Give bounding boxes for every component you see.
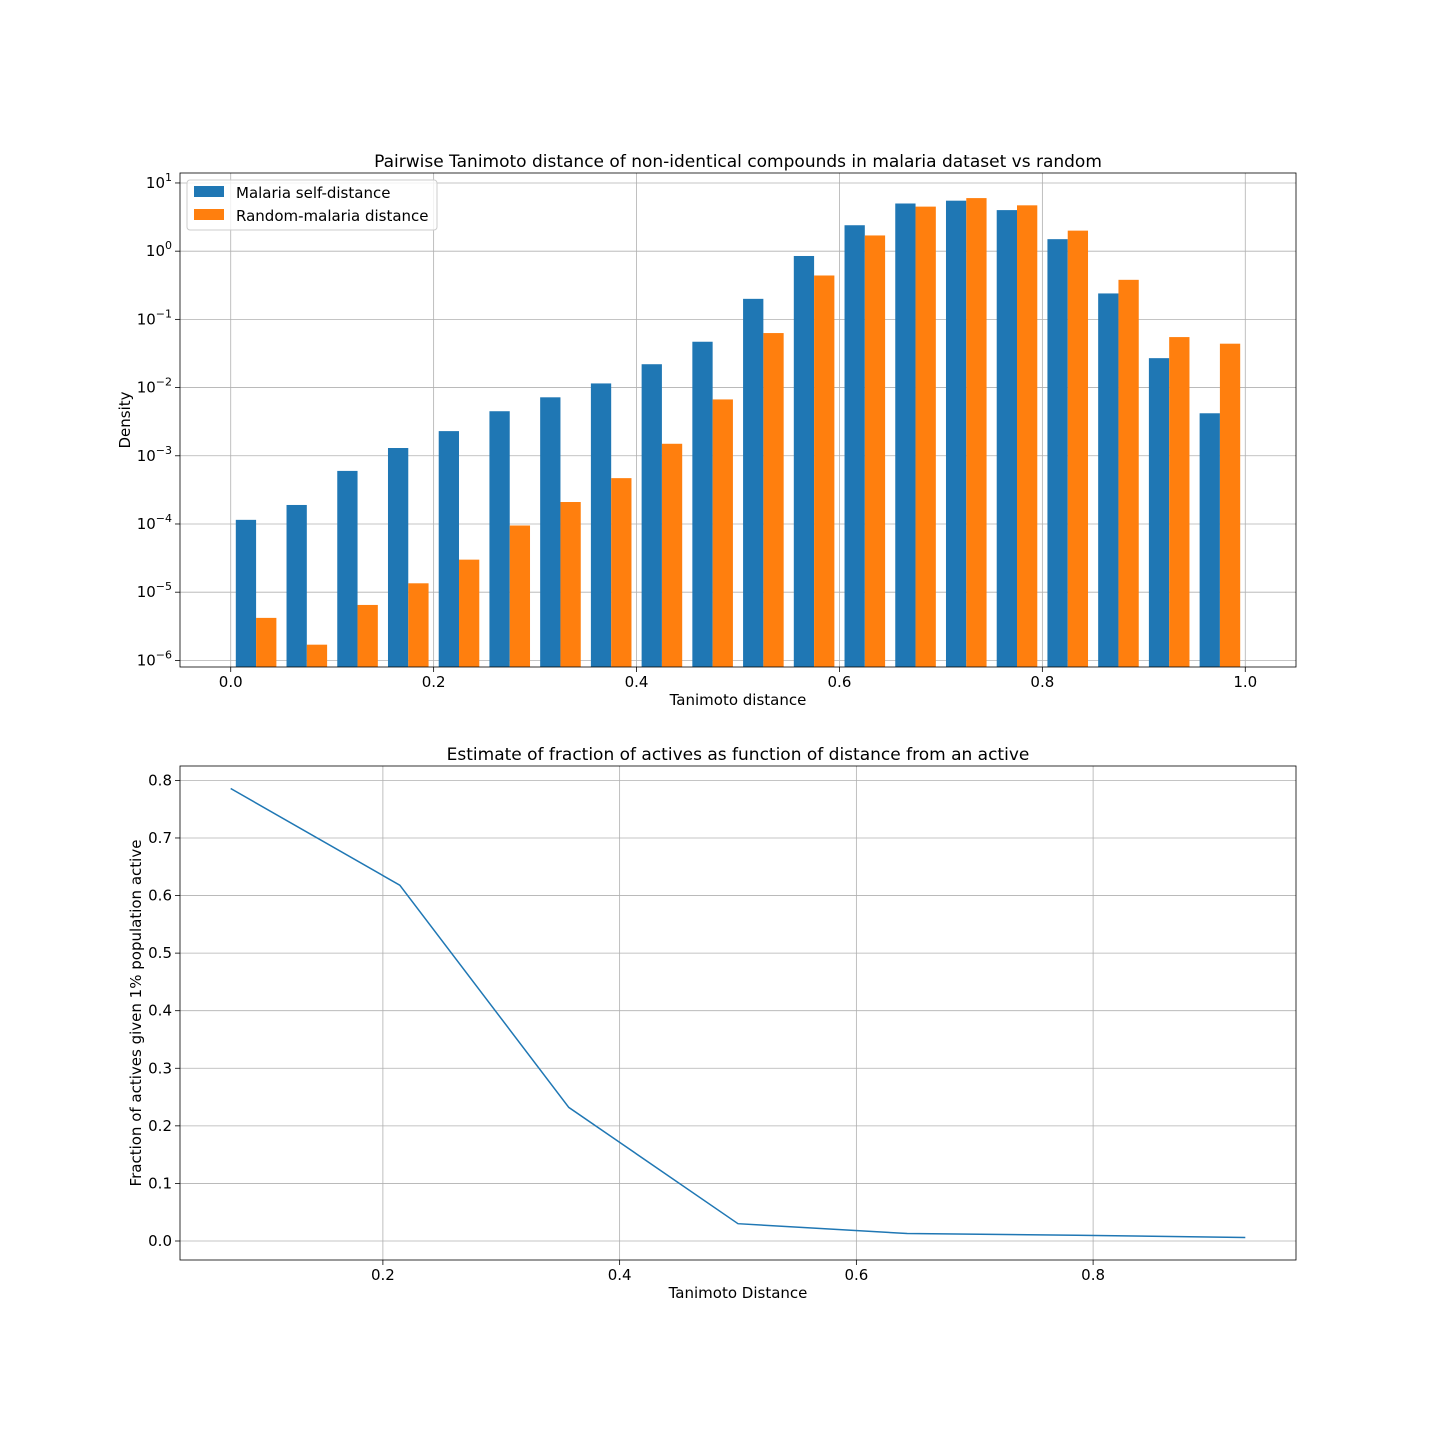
line-chart-title: Estimate of fraction of actives as funct… [447, 745, 1030, 765]
line-y-axis-label: Fraction of actives given 1% population … [127, 840, 145, 1187]
x-tick-label: 0.6 [828, 673, 852, 691]
random-bar [1219, 343, 1241, 667]
random-bar [306, 644, 328, 667]
malaria-bar [489, 411, 510, 667]
histogram-y-ticks: 10−6 10−5 10−4 10−3 10−2 10−1 100 101 [137, 171, 180, 669]
random-bar [763, 333, 784, 667]
histogram-bars [235, 198, 1241, 667]
malaria-bar [1098, 293, 1119, 667]
random-bar [966, 198, 987, 667]
histogram-axes-frame [179, 172, 1297, 668]
fraction-active-line [230, 787, 1246, 1239]
y-tick-label: 0.1 [148, 1174, 172, 1192]
y-tick-label: 0.3 [148, 1059, 172, 1077]
histogram-legend: Malaria self-distance Random-malaria dis… [186, 179, 438, 231]
line-chart: 0.2 0.4 0.6 0.8 0.0 0.1 0.2 0.3 0.4 0.5 0.6 0.7 0.8… [127, 745, 1297, 1302]
legend-label-random: Random-malaria distance [236, 207, 429, 225]
line-grid [180, 766, 1296, 1260]
y-tick-label: 10−1 [137, 307, 172, 328]
legend-swatch-random [194, 209, 224, 220]
random-bar [459, 559, 480, 667]
x-tick-label: 0.4 [625, 673, 649, 691]
x-tick-label: 1.0 [1233, 673, 1257, 691]
malaria-bar [286, 504, 307, 667]
histogram-title: Pairwise Tanimoto distance of non-identi… [374, 152, 1102, 172]
random-bar [1118, 279, 1139, 667]
y-tick-label: 10−6 [137, 648, 172, 669]
malaria-bar [692, 341, 713, 667]
random-bar [661, 443, 683, 667]
y-tick-label: 10−3 [137, 444, 172, 465]
random-bar [864, 235, 886, 667]
legend-label-malaria: Malaria self-distance [236, 184, 390, 202]
line-x-axis-label: Tanimoto Distance [668, 1284, 808, 1302]
x-tick-label: 0.0 [219, 673, 243, 691]
malaria-bar [945, 200, 967, 667]
legend-swatch-malaria [194, 186, 224, 197]
histogram-chart: 0.0 0.2 0.4 0.6 0.8 1.0 10−610−510−410−310−21… [116, 152, 1297, 709]
line-x-ticks: 0.2 0.4 0.6 0.8 [371, 1260, 1105, 1284]
x-tick-label: 0.8 [1030, 673, 1054, 691]
histogram-x-ticks: 0.0 0.2 0.4 0.6 0.8 1.0 [219, 667, 1257, 691]
random-bar [1017, 205, 1038, 667]
malaria-bar [1148, 358, 1170, 667]
x-tick-label: 0.2 [422, 673, 446, 691]
y-tick-label: 10−2 [137, 376, 172, 397]
malaria-bar [844, 225, 865, 667]
y-tick-label: 101 [146, 171, 172, 192]
malaria-bar [438, 431, 459, 667]
y-tick-label: 10−5 [137, 580, 172, 601]
random-bar [408, 583, 429, 667]
y-tick-label: 0.7 [148, 829, 172, 847]
random-bar [357, 604, 378, 667]
malaria-bar [793, 255, 815, 667]
malaria-bar [641, 364, 662, 667]
malaria-bar [1047, 239, 1068, 667]
histogram-x-axis-label: Tanimoto distance [669, 691, 807, 709]
y-tick-label: 0.6 [148, 887, 172, 905]
line-axes-frame [179, 765, 1297, 1261]
random-bar [1169, 337, 1190, 667]
y-tick-label: 0.5 [148, 944, 172, 962]
random-bar [560, 502, 581, 667]
y-tick-label: 0.2 [148, 1117, 172, 1135]
y-tick-label: 100 [146, 239, 172, 260]
random-bar [712, 399, 733, 667]
random-bar [915, 206, 936, 667]
malaria-bar [996, 210, 1017, 667]
random-bar [509, 525, 531, 667]
x-tick-label: 0.6 [844, 1266, 868, 1284]
malaria-bar [590, 383, 612, 667]
y-tick-label: 0.8 [148, 771, 172, 789]
malaria-bar [540, 397, 561, 667]
malaria-bar [387, 448, 409, 667]
random-bar [1067, 230, 1089, 667]
malaria-bar [1199, 413, 1220, 667]
line-series [230, 787, 1246, 1239]
malaria-bar [895, 203, 916, 667]
random-bar [611, 478, 632, 667]
line-y-ticks: 0.0 0.1 0.2 0.3 0.4 0.5 0.6 0.7 0.8 [148, 771, 180, 1250]
random-bar [814, 275, 835, 667]
y-tick-label: 0.4 [148, 1002, 172, 1020]
x-tick-label: 0.8 [1081, 1266, 1105, 1284]
legend-box [186, 179, 438, 231]
random-bar [256, 617, 277, 667]
malaria-bar [337, 470, 358, 667]
x-tick-label: 0.2 [371, 1266, 395, 1284]
y-tick-label: 0.0 [148, 1232, 172, 1250]
malaria-bar [743, 298, 764, 667]
histogram-y-axis-label: Density [116, 391, 134, 448]
x-tick-label: 0.4 [608, 1266, 632, 1284]
malaria-bar [235, 519, 257, 667]
y-tick-label: 10−4 [137, 512, 172, 533]
